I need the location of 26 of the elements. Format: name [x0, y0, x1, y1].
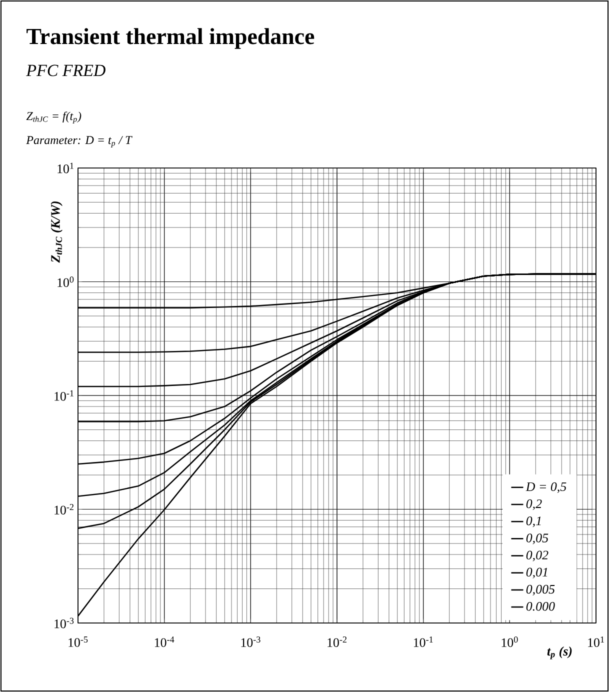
- y-tick-label: 10$^{0}$: [58, 276, 74, 287]
- chart-subtitle: PFC FRED: [26, 64, 106, 76]
- text: Parameter: D = t$_{p}$ / T: [26, 136, 132, 148]
- y-tick-label: 10$^{-2}$: [54, 504, 74, 514]
- x-axis-title: t$_{p}$ (s): [547, 646, 572, 660]
- x-tick-label: 10$^{-1}$: [414, 636, 433, 647]
- text: Z$_{thJC}$ = f(t$_{p}$): [26, 112, 82, 124]
- legend-label: D = 0,5: [526, 482, 566, 493]
- x-tick-label: 10$^{-5}$: [68, 636, 88, 647]
- legend-label: 0,1: [526, 516, 541, 528]
- legend-label: 0,2: [526, 499, 542, 510]
- legend-label: 0.000: [526, 602, 555, 611]
- y-tick-label: 10$^{-1}$: [54, 390, 74, 401]
- x-tick-label: 10$^{1}$: [588, 636, 604, 647]
- y-axis-title: Z$_{thJC}$ (K/W): [50, 201, 62, 263]
- legend-label: 0,05: [526, 534, 548, 544]
- x-tick-label: 10$^{-2}$: [328, 636, 346, 647]
- y-tick-label: 10$^{1}$: [58, 162, 74, 174]
- chart-title: Transient thermal impedance: [26, 28, 314, 49]
- x-tick-label: 10$^{0}$: [502, 636, 518, 648]
- x-tick-label: 10$^{-3}$: [241, 636, 260, 647]
- y-tick-label: 10$^{-3}$: [54, 618, 74, 628]
- x-tick-label: 10$^{-4}$: [154, 636, 174, 647]
- legend-label: 0,01: [526, 568, 548, 578]
- legend-label: 0,02: [526, 550, 548, 562]
- legend-label: 0,005: [526, 584, 555, 596]
